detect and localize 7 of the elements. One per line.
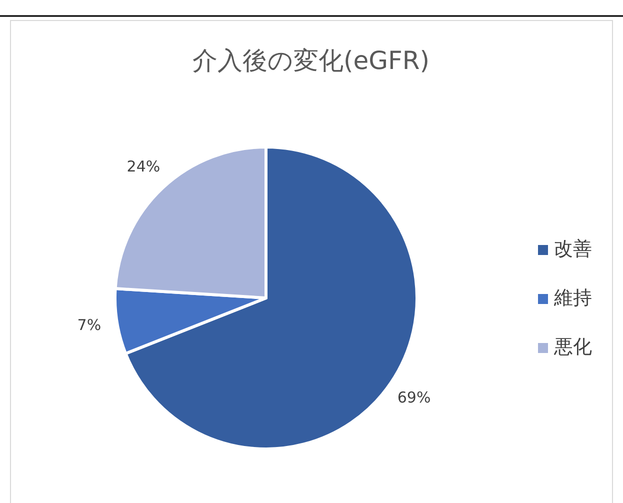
legend-label: 改善	[554, 238, 592, 260]
data-label: 69%	[397, 388, 431, 407]
legend-label: 維持	[553, 287, 592, 310]
data-label: 24%	[126, 158, 160, 176]
data-label: 7%	[77, 316, 102, 334]
legend-label: 悪化	[553, 336, 592, 358]
chart-title: 介入後の変化(eGFR)	[192, 46, 430, 75]
